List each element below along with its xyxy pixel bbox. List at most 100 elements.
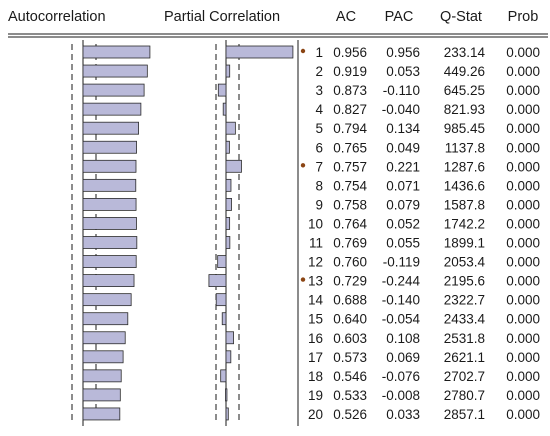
ac-cell: 0.758 [333, 197, 367, 212]
pac-cell: 0.956 [386, 45, 420, 60]
lag-cell: 20 [308, 407, 323, 422]
ac-cell: 0.919 [333, 64, 367, 79]
lag-marker-dot [300, 163, 306, 168]
pac-bar [225, 236, 231, 249]
prob-cell: 0.000 [506, 407, 540, 422]
prob-cell: 0.000 [506, 274, 540, 289]
ac-bar [82, 274, 135, 288]
q-stat-cell: 449.26 [444, 64, 485, 79]
ac-cell: 0.764 [333, 216, 367, 231]
lag-cell: 11 [309, 236, 323, 251]
prob-cell: 0.000 [506, 83, 540, 98]
ac-bar [82, 350, 124, 364]
statistics-table: 1 0.956 0.956 233.14 0.000 2 0.919 0.053 449.26 0… [297, 40, 540, 426]
prob-cell: 0.000 [506, 312, 540, 327]
ac-cell: 0.640 [333, 312, 367, 327]
ac-cell: 0.603 [333, 331, 367, 346]
pac-bar [225, 388, 228, 402]
ac-bar [82, 407, 121, 421]
ac-cell: 0.688 [333, 293, 367, 308]
ac-bar [82, 255, 137, 268]
ac-bar [82, 121, 139, 135]
ac-bar [82, 331, 126, 345]
pac-bar [215, 293, 227, 307]
pac-bar [225, 197, 232, 211]
prob-cell: 0.000 [506, 197, 540, 212]
pac-cell: 0.079 [386, 197, 420, 212]
pac-bar [225, 178, 232, 192]
prob-cell: 0.000 [506, 236, 540, 251]
pac-bar [221, 312, 227, 326]
q-stat-cell: 2857.1 [444, 407, 485, 422]
ac-bar [82, 159, 137, 173]
ac-bar [82, 83, 145, 97]
ac-bar [82, 64, 148, 78]
prob-cell: 0.000 [506, 255, 540, 270]
lag-marker-dot [300, 277, 306, 282]
q-stat-cell: 2433.4 [444, 312, 486, 327]
ac-bar [82, 369, 122, 383]
pac-bar [225, 407, 229, 421]
q-stat-cell: 233.14 [444, 45, 486, 60]
pac-cell: 0.055 [386, 236, 420, 251]
q-stat-cell: 1587.8 [444, 197, 485, 212]
pac-bar [225, 121, 236, 135]
pac-cell: 0.033 [386, 407, 420, 422]
ac-cell: 0.526 [333, 407, 367, 422]
pac-bar [225, 159, 242, 173]
prob-cell: 0.000 [506, 64, 540, 79]
prob-cell: 0.000 [506, 388, 540, 403]
ac-cell: 0.827 [333, 102, 367, 117]
q-stat-cell: 1436.6 [444, 178, 485, 193]
q-stat-cell: 1287.6 [444, 159, 485, 174]
prob-cell: 0.000 [506, 45, 540, 60]
ac-cell: 0.754 [333, 178, 367, 193]
ac-bar [82, 236, 138, 249]
prob-cell: 0.000 [506, 178, 540, 193]
prob-cell: 0.000 [506, 216, 540, 231]
partial-correlation-header: Partial Correlation [164, 9, 280, 25]
prob-cell: 0.000 [506, 159, 540, 174]
pac-cell: 0.134 [386, 121, 420, 136]
pac-bar [208, 274, 227, 288]
ac-cell: 0.873 [333, 83, 367, 98]
autocorrelation-panel [71, 40, 151, 426]
q-stat-cell: 645.25 [444, 83, 485, 98]
ac-bar [82, 312, 129, 326]
ac-cell: 0.769 [333, 236, 367, 251]
q-stat-cell: 2322.7 [444, 293, 485, 308]
q-stat-cell: 2195.6 [444, 274, 485, 289]
pac-cell: -0.054 [382, 312, 421, 327]
pac-bar [220, 369, 227, 383]
pac-bar [225, 217, 231, 230]
q-stat-cell: 1899.1 [444, 236, 485, 251]
lag-cell: 15 [308, 312, 323, 327]
ac-bar [82, 293, 132, 307]
ac-bar [82, 102, 142, 116]
pac-bar [222, 102, 227, 116]
ac-bar [82, 388, 121, 402]
pac-bar [225, 64, 231, 78]
q-stat-cell: 2531.8 [444, 331, 485, 346]
q-stat-cell: 2621.1 [444, 350, 485, 365]
pac-cell: 0.052 [386, 216, 420, 231]
ac-cell: 0.546 [333, 369, 367, 384]
pac-bar [217, 255, 227, 268]
pac-cell: -0.119 [383, 255, 420, 270]
pac-bar [225, 331, 234, 345]
partial-correlation-panel [208, 40, 294, 426]
pac-cell: 0.071 [386, 178, 420, 193]
q-stat-cell: 2053.4 [444, 255, 486, 270]
lag-cell: 3 [315, 83, 323, 98]
prob-cell: 0.000 [506, 350, 540, 365]
pac-cell: -0.244 [382, 274, 421, 289]
pac-cell: -0.110 [383, 83, 420, 98]
lag-cell: 7 [315, 159, 323, 174]
lag-cell: 14 [308, 293, 324, 308]
q-stat-cell: 1137.8 [445, 140, 485, 155]
prob-cell: 0.000 [506, 140, 540, 155]
prob-cell: 0.000 [506, 102, 540, 117]
lag-cell: 4 [315, 102, 323, 117]
lag-cell: 10 [308, 216, 323, 231]
prob-cell: 0.000 [506, 331, 540, 346]
